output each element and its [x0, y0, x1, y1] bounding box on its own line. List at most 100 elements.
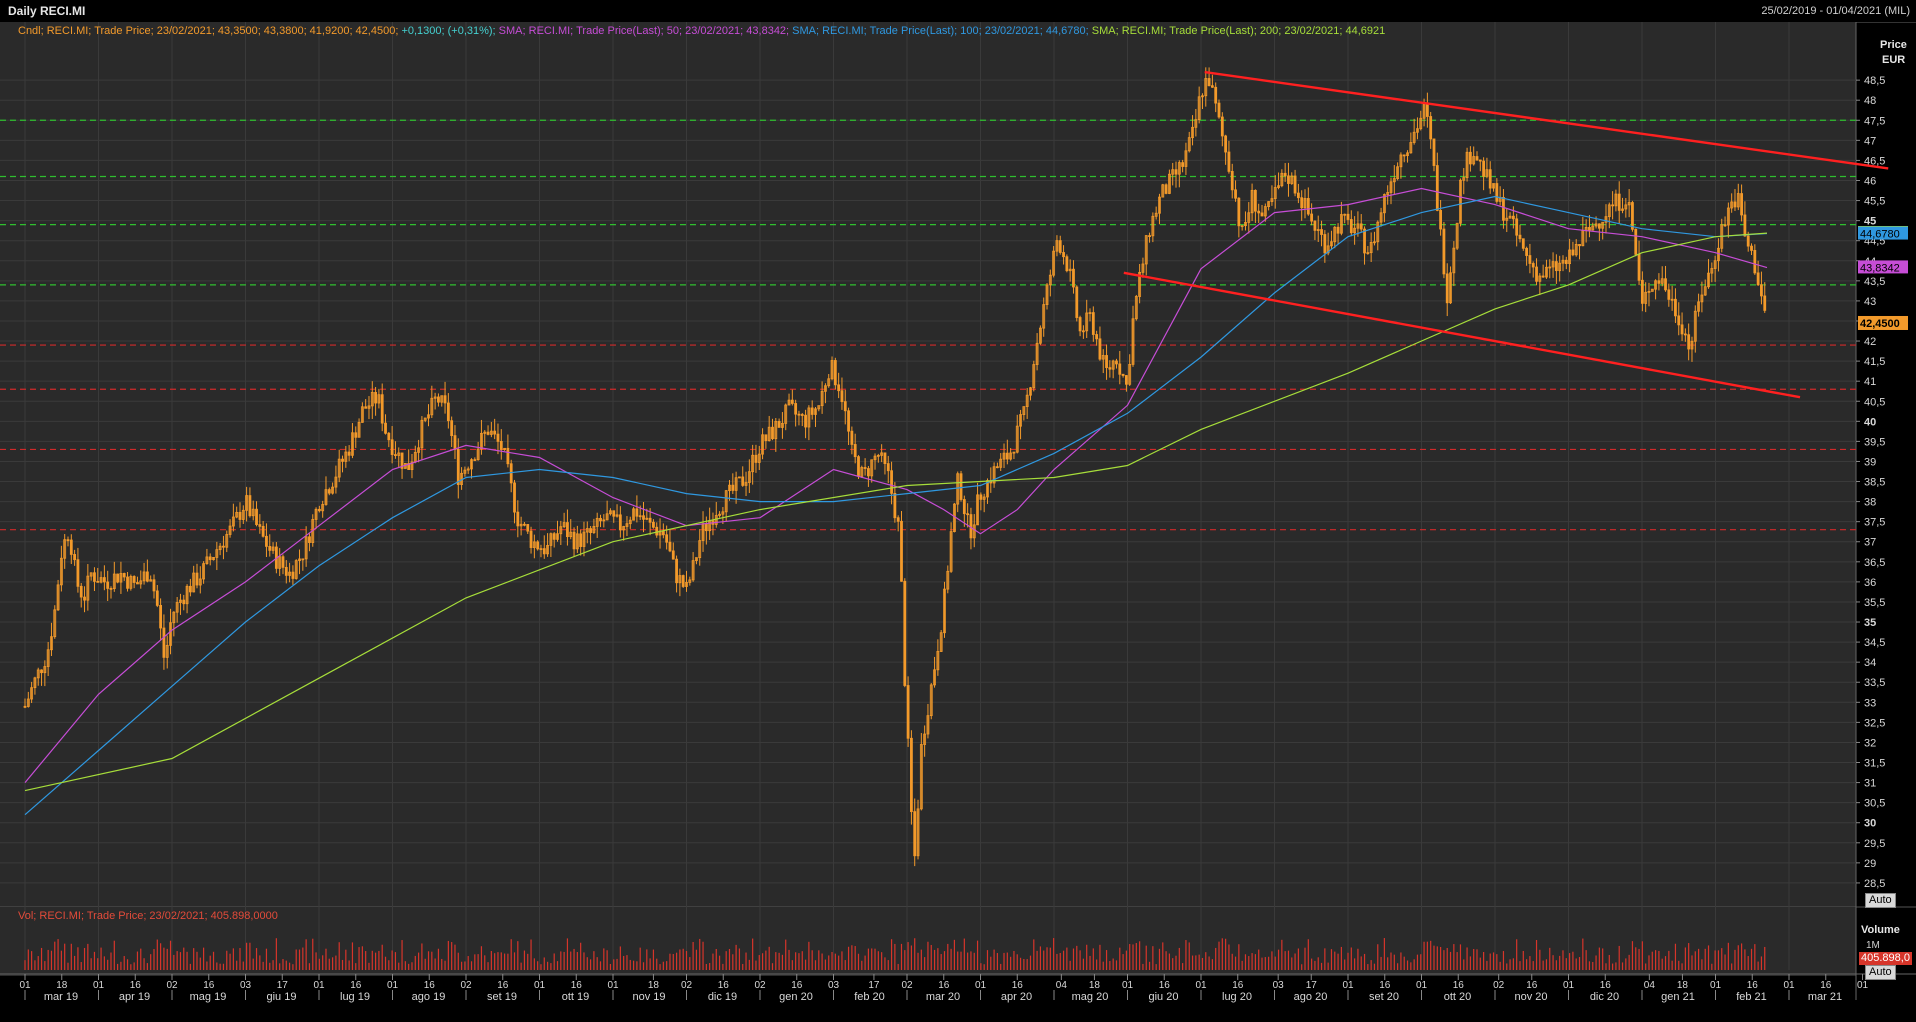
candle[interactable]	[136, 582, 139, 585]
candle[interactable]	[1032, 364, 1036, 389]
candle[interactable]	[1366, 252, 1370, 255]
candle[interactable]	[1637, 253, 1641, 281]
candle[interactable]	[919, 744, 923, 810]
candle[interactable]	[1191, 126, 1194, 139]
candle[interactable]	[747, 471, 751, 483]
candle[interactable]	[532, 541, 536, 548]
candle[interactable]	[1052, 250, 1056, 276]
candle[interactable]	[397, 452, 401, 456]
candle[interactable]	[499, 440, 503, 450]
candle[interactable]	[281, 556, 285, 568]
candle[interactable]	[1750, 245, 1753, 251]
candle[interactable]	[1039, 327, 1042, 344]
candle[interactable]	[903, 580, 907, 686]
candle[interactable]	[830, 360, 834, 380]
candle[interactable]	[1482, 160, 1486, 177]
candle[interactable]	[1531, 263, 1535, 268]
candle[interactable]	[986, 480, 989, 498]
candle[interactable]	[1465, 151, 1469, 179]
candle[interactable]	[1674, 298, 1677, 317]
candle[interactable]	[814, 408, 817, 415]
candle[interactable]	[466, 468, 470, 471]
candle[interactable]	[1111, 360, 1115, 370]
candle[interactable]	[754, 454, 758, 463]
candle[interactable]	[59, 557, 63, 586]
candle[interactable]	[284, 566, 288, 576]
candle[interactable]	[96, 580, 100, 583]
candle[interactable]	[1108, 367, 1112, 370]
candle[interactable]	[1495, 183, 1499, 202]
candle[interactable]	[559, 526, 563, 535]
candle[interactable]	[377, 394, 381, 404]
candle[interactable]	[420, 419, 424, 449]
candle[interactable]	[480, 432, 483, 450]
candle[interactable]	[1703, 286, 1707, 296]
candle[interactable]	[1138, 271, 1142, 297]
candle[interactable]	[1627, 202, 1631, 206]
candle[interactable]	[1697, 301, 1700, 312]
candle[interactable]	[1634, 228, 1638, 255]
candle[interactable]	[969, 514, 973, 539]
candle[interactable]	[513, 482, 516, 513]
legend-sma100[interactable]: SMA; RECI.MI; Trade Price(Last); 100; 23…	[789, 25, 1089, 37]
candle[interactable]	[695, 557, 698, 561]
candle[interactable]	[661, 530, 665, 536]
candle[interactable]	[1386, 192, 1390, 195]
candle[interactable]	[76, 559, 80, 587]
candle[interactable]	[1323, 234, 1327, 254]
candle[interactable]	[1082, 330, 1085, 333]
candle[interactable]	[863, 467, 867, 469]
candle[interactable]	[1763, 295, 1767, 311]
candle[interactable]	[1631, 202, 1634, 230]
candle[interactable]	[344, 451, 348, 462]
candle[interactable]	[1303, 198, 1307, 209]
candle[interactable]	[1502, 197, 1505, 221]
candle[interactable]	[1564, 259, 1568, 265]
candle[interactable]	[1435, 165, 1439, 211]
candle[interactable]	[996, 466, 999, 469]
candle[interactable]	[893, 492, 897, 519]
candle[interactable]	[1525, 247, 1529, 256]
candle[interactable]	[1293, 175, 1297, 194]
candle[interactable]	[526, 524, 530, 532]
candle[interactable]	[337, 458, 341, 478]
candle[interactable]	[1607, 204, 1611, 218]
candle[interactable]	[529, 530, 533, 548]
candle[interactable]	[265, 535, 268, 547]
candle[interactable]	[218, 545, 222, 551]
candle[interactable]	[910, 737, 913, 812]
candle[interactable]	[999, 458, 1003, 468]
candle[interactable]	[1406, 152, 1409, 156]
candle[interactable]	[1349, 219, 1353, 234]
candle[interactable]	[1356, 223, 1360, 229]
candle[interactable]	[503, 447, 506, 450]
candle[interactable]	[364, 406, 368, 409]
candle[interactable]	[595, 517, 599, 527]
candle[interactable]	[374, 392, 377, 404]
candle[interactable]	[1528, 255, 1532, 264]
candle[interactable]	[327, 489, 331, 494]
candle[interactable]	[1277, 185, 1280, 188]
candle[interactable]	[1035, 342, 1039, 365]
candle[interactable]	[301, 558, 305, 561]
candle[interactable]	[1736, 193, 1740, 208]
candle[interactable]	[367, 405, 371, 409]
candle[interactable]	[384, 422, 387, 434]
candle[interactable]	[1455, 222, 1459, 249]
candle[interactable]	[1624, 204, 1628, 210]
candle[interactable]	[195, 572, 199, 586]
candle[interactable]	[1019, 414, 1022, 427]
candle[interactable]	[1204, 78, 1208, 97]
candle[interactable]	[665, 534, 669, 543]
candle[interactable]	[1740, 193, 1743, 216]
candle[interactable]	[1287, 175, 1290, 184]
candle[interactable]	[1733, 201, 1737, 208]
candle[interactable]	[258, 524, 262, 527]
candle[interactable]	[794, 403, 798, 415]
candle[interactable]	[1416, 128, 1419, 133]
candle[interactable]	[840, 390, 844, 403]
candle[interactable]	[599, 517, 602, 522]
candle[interactable]	[126, 576, 129, 589]
candle[interactable]	[817, 405, 821, 410]
candle[interactable]	[1376, 221, 1380, 243]
